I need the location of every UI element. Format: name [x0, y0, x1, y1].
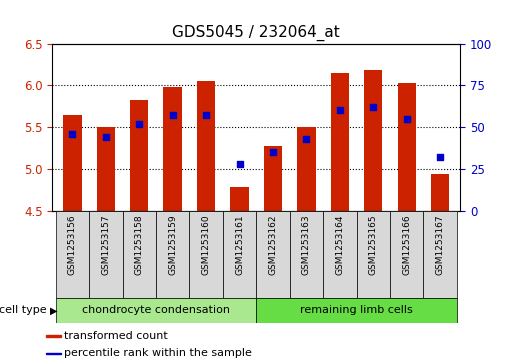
Text: ▶: ▶: [50, 305, 57, 315]
Bar: [97, 127, 115, 211]
Text: GSM1253161: GSM1253161: [235, 214, 244, 275]
Point: [135, 121, 143, 127]
Text: GSM1253162: GSM1253162: [268, 214, 278, 274]
Bar: [364, 70, 382, 211]
Bar: [390, 211, 424, 298]
Bar: [122, 211, 156, 298]
Point: [202, 113, 210, 118]
Bar: [46, 352, 61, 354]
Point: [436, 154, 445, 160]
Title: GDS5045 / 232064_at: GDS5045 / 232064_at: [173, 25, 340, 41]
Point: [101, 134, 110, 140]
Text: GSM1253164: GSM1253164: [335, 214, 344, 274]
Text: chondrocyte condensation: chondrocyte condensation: [82, 305, 230, 315]
Bar: [424, 211, 457, 298]
Bar: [223, 211, 256, 298]
Text: GSM1253165: GSM1253165: [369, 214, 378, 275]
Text: percentile rank within the sample: percentile rank within the sample: [64, 348, 252, 358]
Bar: [264, 146, 282, 211]
Bar: [63, 114, 82, 211]
Bar: [331, 73, 349, 211]
Bar: [256, 298, 457, 323]
Bar: [189, 211, 223, 298]
Bar: [197, 81, 215, 211]
Text: GSM1253160: GSM1253160: [201, 214, 211, 275]
Bar: [323, 211, 357, 298]
Text: remaining limb cells: remaining limb cells: [300, 305, 413, 315]
Point: [369, 104, 378, 110]
Text: cell type: cell type: [0, 305, 47, 315]
Bar: [156, 211, 189, 298]
Point: [235, 161, 244, 167]
Text: transformed count: transformed count: [64, 331, 167, 340]
Bar: [297, 127, 315, 211]
Bar: [397, 83, 416, 211]
Bar: [55, 298, 256, 323]
Text: GSM1253157: GSM1253157: [101, 214, 110, 275]
Bar: [130, 100, 149, 211]
Text: GSM1253166: GSM1253166: [402, 214, 411, 275]
Point: [168, 113, 177, 118]
Text: GSM1253158: GSM1253158: [135, 214, 144, 275]
Text: GSM1253156: GSM1253156: [68, 214, 77, 275]
Bar: [46, 335, 61, 337]
Point: [403, 116, 411, 122]
Bar: [290, 211, 323, 298]
Point: [302, 136, 311, 142]
Bar: [55, 211, 89, 298]
Text: GSM1253167: GSM1253167: [436, 214, 445, 275]
Text: GSM1253163: GSM1253163: [302, 214, 311, 275]
Text: GSM1253159: GSM1253159: [168, 214, 177, 275]
Bar: [357, 211, 390, 298]
Bar: [230, 187, 249, 211]
Bar: [89, 211, 122, 298]
Point: [269, 149, 277, 155]
Point: [68, 131, 76, 136]
Point: [336, 107, 344, 113]
Bar: [256, 211, 290, 298]
Bar: [431, 174, 449, 211]
Bar: [164, 87, 182, 211]
